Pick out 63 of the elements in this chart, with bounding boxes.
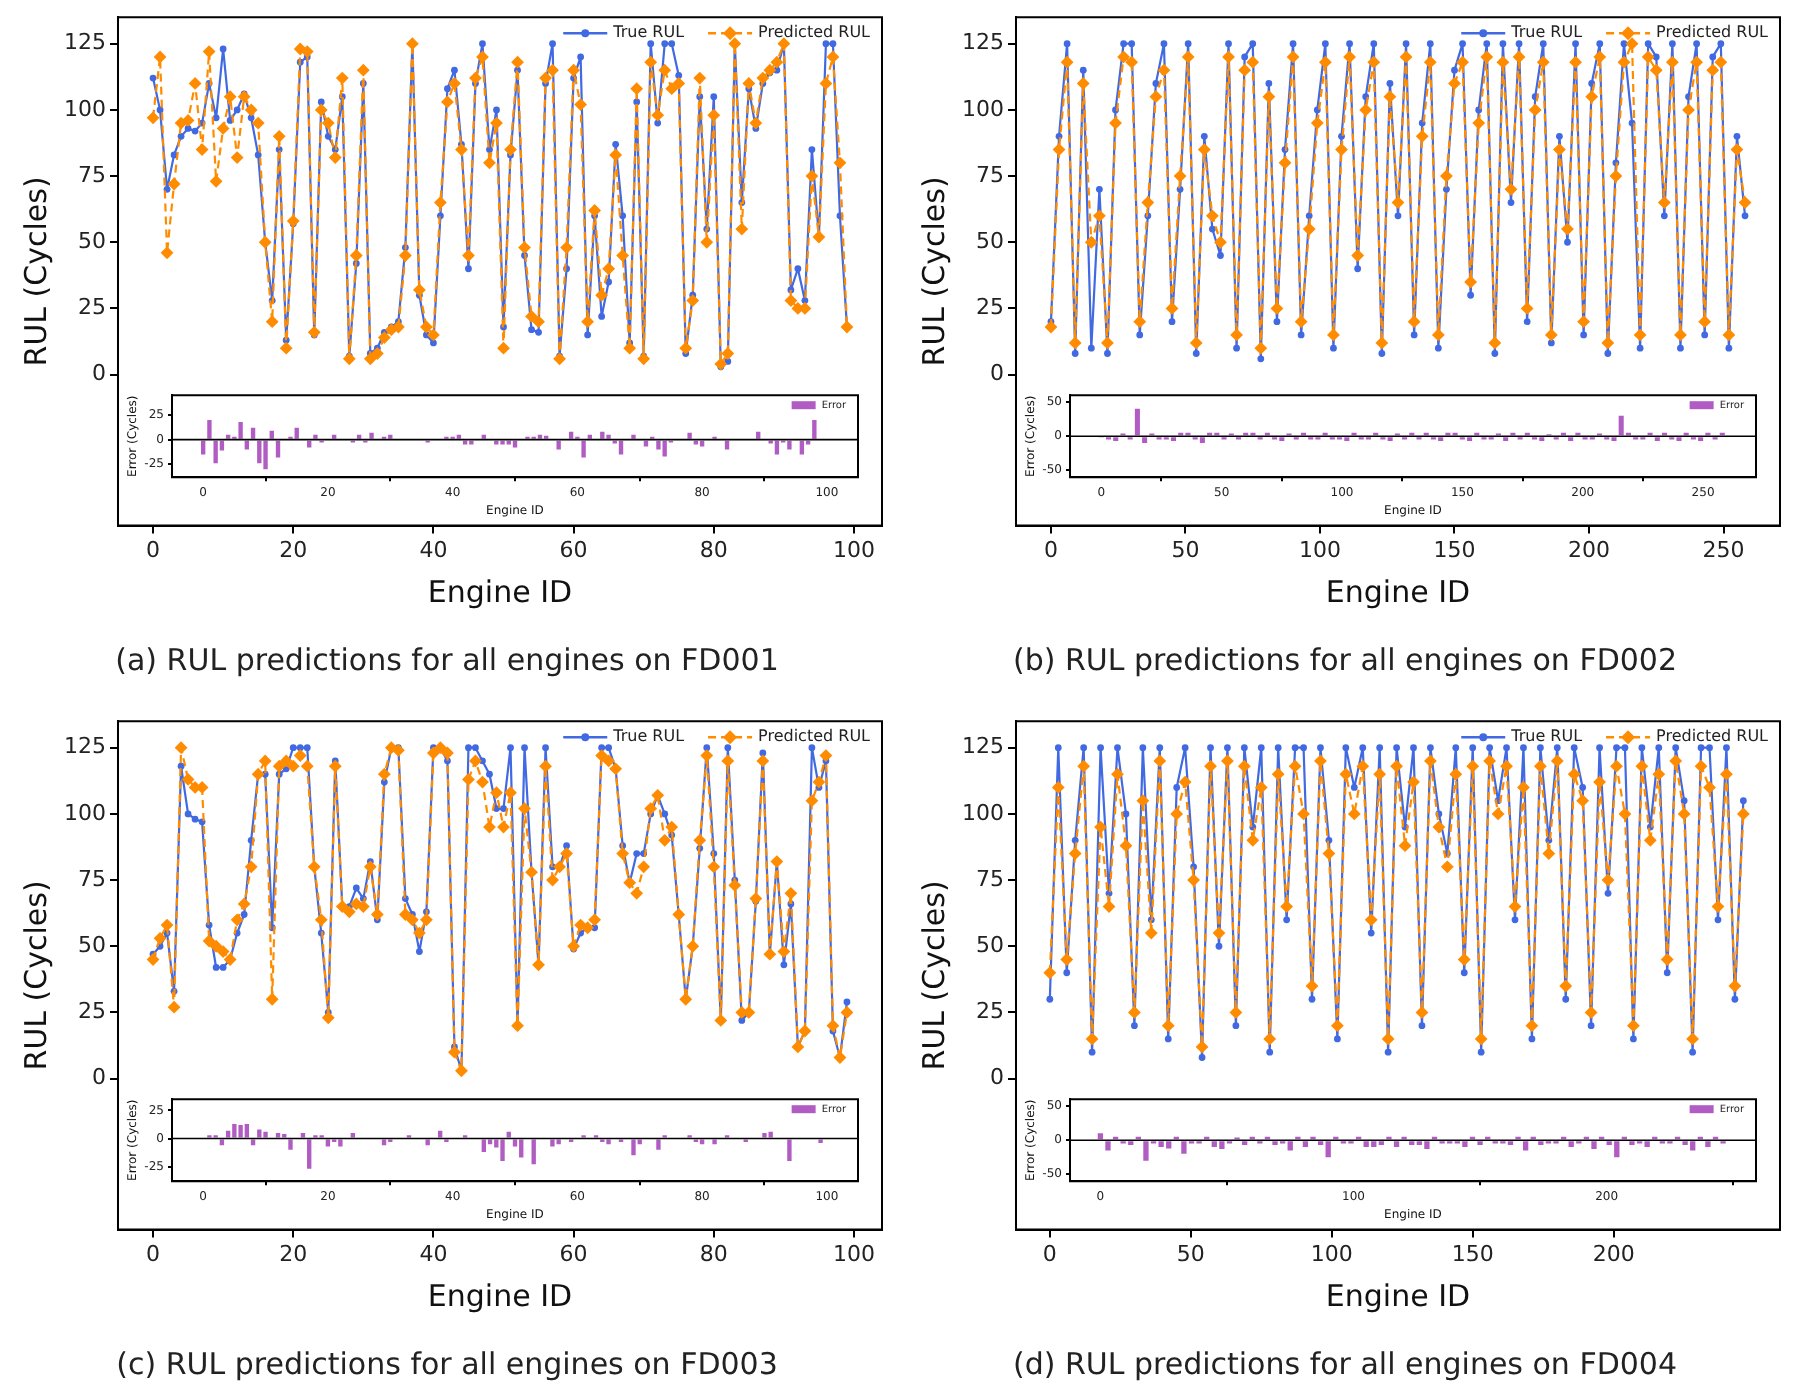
x-tick-label: 150 [1451, 1240, 1494, 1267]
y-tick-label: 100 [63, 95, 106, 122]
y-tick-label: 0 [91, 1064, 106, 1091]
legend-label: Predicted RUL [1656, 727, 1770, 746]
y-axis-title: RUL (Cycles) [915, 880, 952, 1071]
x-tick-label: 20 [279, 1240, 308, 1267]
y-tick-label: 125 [961, 29, 1004, 56]
legend-label: True RUL [1509, 727, 1584, 746]
x-axis-title: Engine ID [427, 1277, 573, 1314]
y-tick-label: 50 [77, 227, 106, 254]
y-axis-title: RUL (Cycles) [17, 880, 54, 1071]
y-tick-label: 100 [961, 95, 1004, 122]
y-tick-label: 75 [77, 161, 106, 188]
y-tick-label: 125 [961, 733, 1004, 760]
legend-label: Predicted RUL [758, 23, 872, 42]
legend-label: True RUL [611, 23, 686, 42]
y-tick-label: 0 [91, 360, 106, 387]
y-tick-label: 75 [77, 865, 106, 892]
y-tick-label: 100 [63, 799, 106, 826]
y-tick-label: 100 [961, 799, 1004, 826]
y-tick-label: 25 [77, 294, 106, 321]
x-axis-title: Engine ID [427, 573, 573, 610]
x-tick-label: 100 [832, 1240, 875, 1267]
x-tick-label: 20 [279, 536, 308, 563]
x-tick-label: 50 [1176, 1240, 1205, 1267]
text: (c) RUL predictions for all engines on FD003 [116, 1345, 778, 1382]
legend-label: Predicted RUL [758, 727, 872, 746]
x-tick-label: 80 [699, 536, 728, 563]
y-tick-label: 25 [77, 998, 106, 1025]
y-tick-label: 25 [975, 294, 1004, 321]
text: (d) RUL predictions for all engines on FD004 [1012, 1345, 1678, 1382]
x-axis-title: Engine ID [1325, 1277, 1471, 1314]
x-axis-title: Engine ID [1325, 573, 1471, 610]
legend-label: Predicted RUL [1656, 23, 1770, 42]
y-tick-label: 0 [989, 360, 1004, 387]
x-tick-label: 40 [419, 1240, 448, 1267]
y-tick-label: 50 [975, 227, 1004, 254]
x-tick-label: 200 [1568, 536, 1610, 563]
y-axis-title: RUL (Cycles) [17, 176, 54, 367]
legend-label: True RUL [611, 727, 686, 746]
x-tick-label: 100 [832, 536, 875, 563]
text: (a) RUL predictions for all engines on FD001 [115, 641, 779, 678]
x-tick-label: 200 [1592, 1240, 1635, 1267]
y-tick-label: 125 [63, 29, 106, 56]
x-tick-label: 60 [559, 1240, 588, 1267]
x-tick-label: 150 [1433, 536, 1476, 563]
text: (b) RUL predictions for all engines on FD002 [1012, 641, 1678, 678]
x-tick-label: 60 [559, 536, 588, 563]
x-tick-label: 250 [1702, 536, 1745, 563]
x-tick-label: 80 [699, 1240, 728, 1267]
y-tick-label: 75 [975, 161, 1004, 188]
x-tick-label: 100 [1310, 1240, 1353, 1267]
y-tick-label: 125 [63, 733, 106, 760]
x-tick-label: 50 [1171, 536, 1200, 563]
legend-label: True RUL [1509, 23, 1584, 42]
y-tick-label: 0 [989, 1064, 1004, 1091]
y-tick-label: 75 [975, 865, 1004, 892]
x-tick-label: 40 [419, 536, 448, 563]
y-axis-title: RUL (Cycles) [915, 176, 952, 367]
y-tick-label: 50 [975, 931, 1004, 958]
y-tick-label: 25 [975, 998, 1004, 1025]
y-tick-label: 50 [77, 931, 106, 958]
x-tick-label: 100 [1298, 536, 1341, 563]
